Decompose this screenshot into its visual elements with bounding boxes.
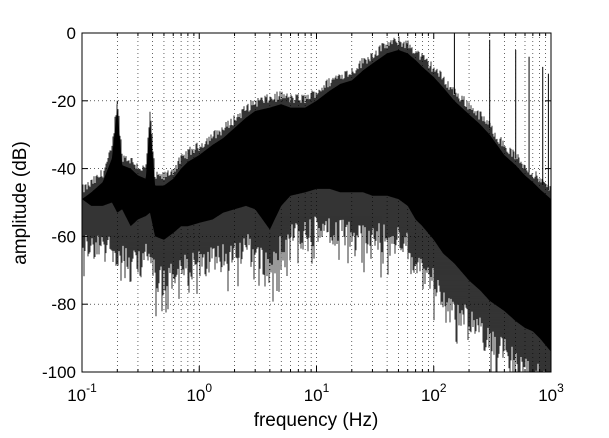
y-tick-label: 0 [67,24,76,43]
y-tick-label: -100 [42,363,76,382]
x-tick-label: 103 [538,381,564,405]
y-tick-label: -20 [51,92,76,111]
x-tick-label: 102 [421,381,447,405]
x-tick-label: 10-1 [67,381,97,405]
x-tick-label: 100 [186,381,212,405]
y-tick-label: -80 [51,295,76,314]
data-layer [81,33,552,372]
y-tick-label: -60 [51,227,76,246]
y-tick-label: -40 [51,160,76,179]
x-tick-label: 101 [304,381,330,405]
x-axis-label: frequency (Hz) [254,410,379,431]
y-axis-label: amplitude (dB) [10,141,31,265]
